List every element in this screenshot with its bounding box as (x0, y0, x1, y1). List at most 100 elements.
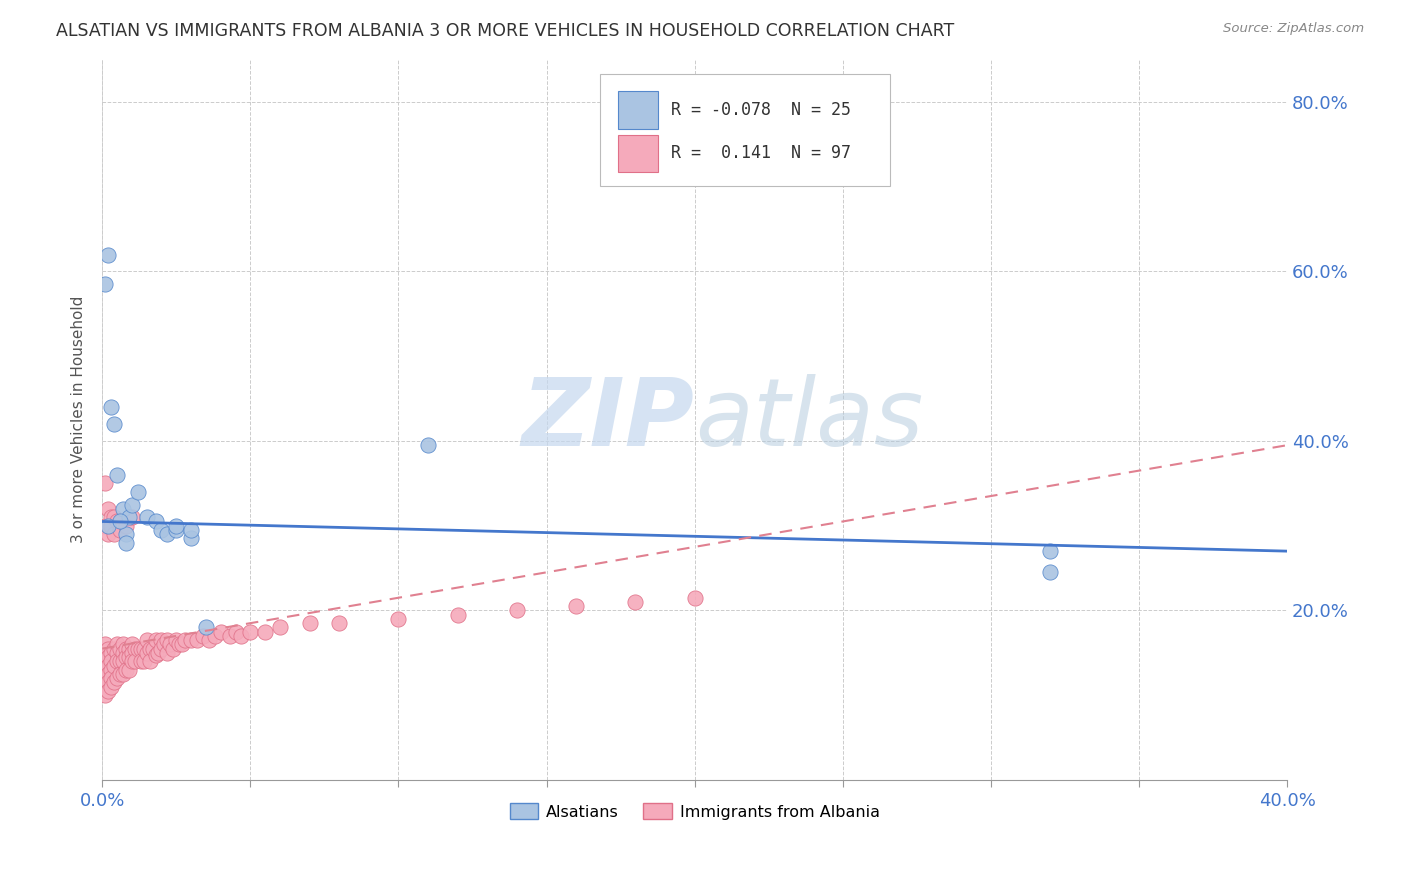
Point (1039, 544, 1062, 558)
Point (111, 654, 134, 668)
Text: R = -0.078  N = 25: R = -0.078 N = 25 (671, 101, 851, 119)
Point (105, 671, 128, 685)
Point (97, 684, 120, 698)
Point (225, 624, 247, 639)
Legend: Alsatians, Immigrants from Albania: Alsatians, Immigrants from Albania (503, 797, 886, 826)
Point (105, 515, 128, 529)
Point (100, 654, 122, 668)
Point (100, 680, 122, 694)
Point (387, 612, 409, 626)
Text: ALSATIAN VS IMMIGRANTS FROM ALBANIA 3 OR MORE VEHICLES IN HOUSEHOLD CORRELATION : ALSATIAN VS IMMIGRANTS FROM ALBANIA 3 OR… (56, 22, 955, 40)
FancyBboxPatch shape (600, 74, 890, 186)
Point (165, 523, 187, 537)
Point (103, 417, 125, 431)
Point (103, 510, 125, 524)
Point (129, 654, 152, 668)
Point (254, 624, 277, 639)
Point (132, 641, 155, 656)
Point (156, 646, 179, 660)
Point (416, 438, 439, 452)
Point (142, 641, 165, 656)
Point (150, 641, 173, 656)
Point (150, 633, 173, 648)
Point (121, 646, 143, 660)
Point (115, 641, 138, 656)
Point (100, 518, 122, 533)
Point (94, 671, 117, 685)
Point (150, 523, 173, 537)
Point (506, 603, 529, 617)
Point (138, 654, 160, 668)
Point (94, 518, 117, 533)
Text: R =  0.141  N = 97: R = 0.141 N = 97 (671, 145, 851, 162)
Text: ZIP: ZIP (522, 374, 695, 466)
Point (135, 510, 157, 524)
Point (97, 527, 120, 541)
Point (239, 624, 262, 639)
Point (162, 641, 184, 656)
Point (105, 646, 128, 660)
Point (121, 498, 143, 512)
Point (111, 646, 134, 660)
Point (231, 629, 253, 643)
Point (108, 523, 131, 537)
Point (103, 527, 125, 541)
Point (135, 633, 157, 648)
Point (121, 637, 143, 651)
Point (124, 641, 146, 656)
Point (624, 595, 647, 609)
Point (194, 620, 217, 634)
Point (124, 654, 146, 668)
Point (127, 641, 149, 656)
Point (209, 624, 232, 639)
Point (167, 637, 190, 651)
Point (115, 663, 138, 677)
Point (118, 663, 141, 677)
Point (97, 658, 120, 673)
Point (118, 510, 141, 524)
Point (115, 527, 138, 541)
Point (94, 663, 117, 677)
Text: atlas: atlas (695, 375, 922, 466)
Point (129, 641, 152, 656)
Point (218, 629, 240, 643)
Point (94, 688, 117, 702)
Point (180, 532, 202, 546)
FancyBboxPatch shape (617, 135, 658, 172)
Point (165, 633, 187, 648)
Point (115, 518, 138, 533)
Point (447, 607, 470, 622)
Point (683, 591, 706, 605)
Point (204, 629, 226, 643)
Point (97, 675, 120, 690)
Point (103, 658, 125, 673)
Point (191, 629, 214, 643)
Point (111, 637, 134, 651)
Point (97, 247, 120, 261)
Point (97, 650, 120, 665)
FancyBboxPatch shape (617, 91, 658, 128)
Point (94, 637, 117, 651)
Point (105, 654, 128, 668)
Point (100, 646, 122, 660)
Point (100, 663, 122, 677)
Point (108, 641, 131, 656)
Point (97, 667, 120, 681)
Point (565, 599, 588, 614)
Point (105, 637, 128, 651)
Point (108, 515, 131, 529)
Point (138, 641, 160, 656)
Point (172, 637, 194, 651)
Point (156, 633, 179, 648)
Point (108, 654, 131, 668)
Point (105, 467, 128, 482)
Point (165, 518, 187, 533)
Point (94, 650, 117, 665)
Point (180, 523, 202, 537)
Point (118, 641, 141, 656)
Point (174, 633, 197, 648)
Point (1039, 566, 1062, 580)
Point (145, 633, 167, 648)
Point (97, 501, 120, 516)
Point (111, 667, 134, 681)
